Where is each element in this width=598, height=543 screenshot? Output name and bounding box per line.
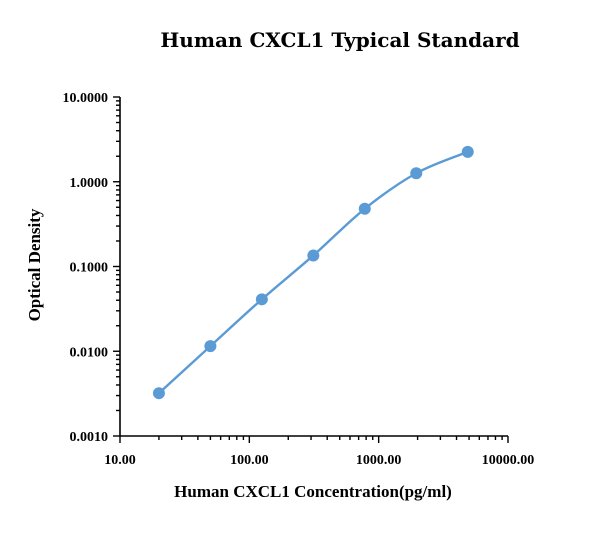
x-tick-label: 1000.00 bbox=[356, 453, 402, 468]
y-axis-label: Optical Density bbox=[25, 208, 44, 321]
y-tick-label: 0.1000 bbox=[70, 261, 109, 276]
tick-labels: 0.0010 0.0100 0.1000 1.0000 10.0000 10.00 100.… bbox=[63, 91, 535, 468]
x-tick-label: 10000.00 bbox=[482, 453, 535, 468]
data-point bbox=[152, 387, 165, 400]
y-tick-label: 0.0100 bbox=[70, 345, 109, 360]
data-point bbox=[410, 167, 423, 180]
data-point bbox=[204, 340, 217, 353]
x-axis-label: Human CXCL1 Concentration(pg/ml) bbox=[174, 482, 452, 501]
y-tick-label: 1.0000 bbox=[70, 176, 109, 191]
chart-title: Human CXCL1 Typical Standard bbox=[160, 28, 519, 52]
data-point bbox=[255, 293, 268, 306]
y-tick-label: 10.0000 bbox=[63, 91, 109, 106]
x-tick-label: 100.00 bbox=[230, 453, 269, 468]
axes bbox=[119, 97, 508, 437]
data-point bbox=[358, 202, 371, 215]
data-points bbox=[152, 145, 474, 400]
data-point bbox=[461, 145, 474, 158]
x-tick-label: 10.00 bbox=[104, 453, 136, 468]
fit-curve bbox=[158, 150, 469, 395]
ticks bbox=[113, 96, 509, 443]
data-point bbox=[307, 249, 320, 262]
y-tick-label: 0.0010 bbox=[70, 430, 109, 445]
